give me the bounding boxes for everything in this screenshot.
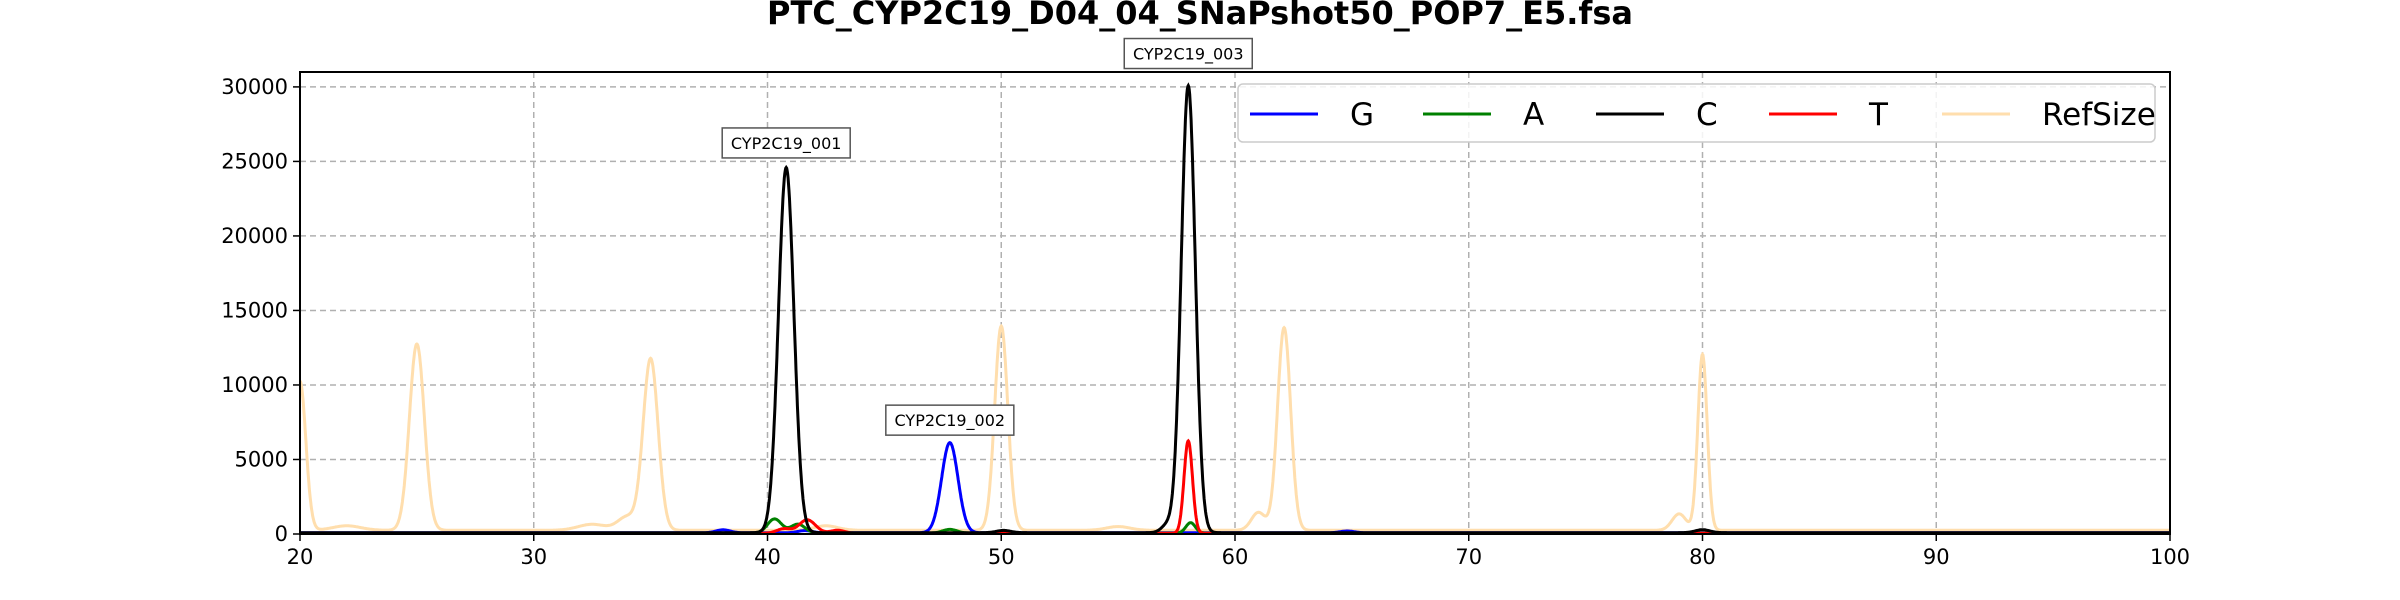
annotation-label: CYP2C19_002 [895,411,1006,431]
annotation-label: CYP2C19_003 [1133,45,1244,65]
x-tick-label: 50 [988,545,1015,569]
x-tick-label: 80 [1689,545,1716,569]
legend-item: A [1423,97,1544,133]
y-tick-label: 15000 [221,298,288,322]
legend-item: C [1596,97,1718,133]
legend-label: RefSize [2042,97,2156,133]
annotation-box [885,404,1015,436]
x-tick-label: 30 [520,545,547,569]
y-axis: 0 5000 10000 15000 20000 25000 30000 [221,75,300,546]
legend-label: T [1868,97,1889,133]
legend-label: G [1350,97,1374,133]
series-line-refsize [298,323,2170,532]
y-tick-label: 20000 [221,224,288,248]
x-axis: 20 30 40 50 60 70 80 90 100 [287,534,2190,569]
x-tick-label: 100 [2150,545,2190,569]
peak-annotation: CYP2C19_003 [1123,37,1253,70]
legend-label: C [1696,97,1718,133]
y-tick-label: 10000 [221,373,288,397]
annotation-box [1123,37,1253,70]
peak-annotations: CYP2C19_001 CYP2C19_002 CYP2C19_003 [721,37,1253,436]
legend-box [1237,83,2156,143]
y-tick-label: 25000 [221,149,288,173]
peak-annotation: CYP2C19_002 [885,404,1015,436]
annotation-box [721,127,851,159]
legend-item: G [1250,97,1374,133]
legend-item: RefSize [1942,97,2156,133]
peak-annotation: CYP2C19_001 [721,127,851,159]
chart-title: PTC_CYP2C19_D04_04_SNaPshot50_POP7_E5.fs… [767,0,1633,32]
x-tick-label: 70 [1455,545,1482,569]
series-line-c [300,82,2170,535]
x-tick-label: 20 [287,545,314,569]
x-tick-label: 90 [1923,545,1950,569]
y-tick-label: 30000 [221,75,288,99]
legend: G A C T RefSize [1237,83,2156,143]
legend-label: A [1523,97,1544,133]
x-tick-label: 40 [754,545,781,569]
annotation-label: CYP2C19_001 [731,134,842,154]
legend-item: T [1769,97,1889,133]
y-tick-label: 0 [275,522,288,546]
x-tick-label: 60 [1222,545,1249,569]
y-tick-label: 5000 [235,447,288,471]
